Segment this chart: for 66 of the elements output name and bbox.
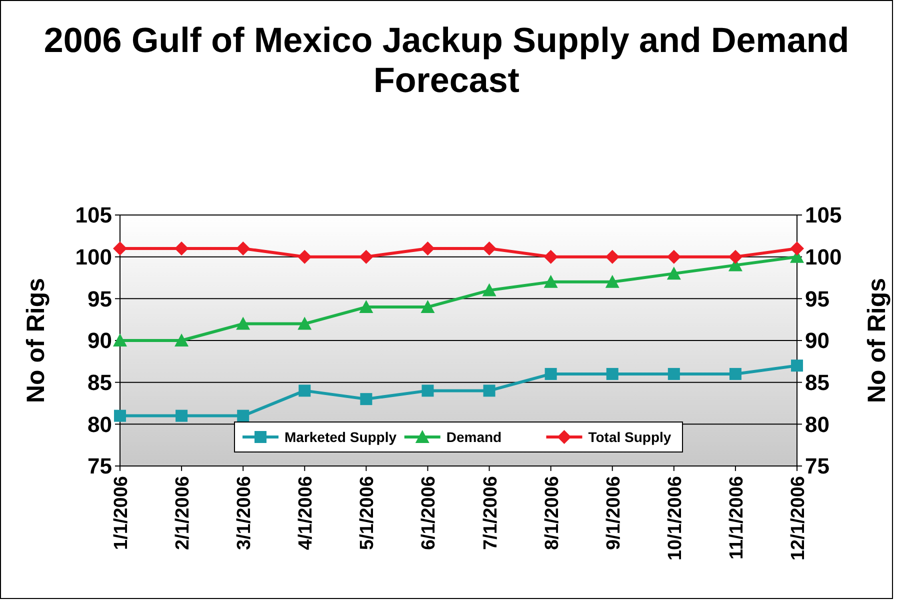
chart-title: 2006 Gulf of Mexico Jackup Supply and Demand Forecast <box>44 21 850 100</box>
point <box>668 368 680 380</box>
point <box>666 266 681 280</box>
point <box>176 410 188 422</box>
x-tick-label: 11/1/2006 <box>726 476 748 560</box>
x-tick-label: 12/1/2006 <box>788 476 809 561</box>
y2-tick-label: 90 <box>805 328 830 354</box>
point <box>790 241 804 256</box>
y2-tick-label: 100 <box>805 244 842 270</box>
y2-tick-label: 95 <box>805 286 830 312</box>
y-tick-label: 85 <box>88 370 112 396</box>
y2-axis-title: No of Rigs <box>863 278 891 403</box>
legend-label: Demand <box>446 428 502 445</box>
y2-tick-label: 85 <box>805 370 830 396</box>
point <box>298 384 311 397</box>
point <box>482 283 496 296</box>
point <box>544 274 558 288</box>
y-tick-label: 100 <box>75 244 112 270</box>
point <box>359 300 374 314</box>
x-tick-label: 1/1/2006 <box>111 476 132 550</box>
point <box>298 316 312 330</box>
point <box>729 368 742 380</box>
point <box>483 384 496 397</box>
point <box>114 410 126 422</box>
y-tick-label: 80 <box>88 412 112 437</box>
x-tick-label: 9/1/2006 <box>603 476 624 550</box>
point <box>237 410 250 422</box>
x-tick-label: 4/1/2006 <box>296 476 317 550</box>
point <box>544 368 557 380</box>
point <box>236 241 250 256</box>
x-tick-label: 6/1/2006 <box>418 476 440 550</box>
y-tick-label: 90 <box>88 328 112 354</box>
legend-label: Total Supply <box>588 428 672 445</box>
point <box>728 250 742 264</box>
point <box>113 334 127 346</box>
point <box>666 250 681 264</box>
point <box>482 241 496 256</box>
x-tick-label: 2/1/2006 <box>172 476 194 550</box>
y2-tick-label: 105 <box>805 202 842 228</box>
point <box>174 334 189 346</box>
x-tick-label: 3/1/2006 <box>234 476 256 550</box>
point <box>298 250 312 264</box>
point <box>605 250 620 264</box>
point <box>791 360 803 372</box>
x-tick-label: 7/1/2006 <box>480 476 502 550</box>
point <box>544 250 558 264</box>
point <box>606 368 618 380</box>
y-tick-label: 75 <box>88 454 112 479</box>
y-axis-title: No of Rigs <box>22 278 50 403</box>
point <box>422 384 434 397</box>
y-tick-label: 105 <box>75 202 112 228</box>
x-tick-label: 5/1/2006 <box>357 476 378 550</box>
y2-tick-label: 75 <box>805 454 830 479</box>
point <box>605 274 620 288</box>
legend-label: Marketed Supply <box>284 428 397 445</box>
point <box>236 316 250 330</box>
point <box>420 300 435 314</box>
y2-tick-label: 80 <box>805 412 830 437</box>
x-tick-label: 10/1/2006 <box>664 476 686 561</box>
y-tick-label: 95 <box>88 286 112 312</box>
point <box>420 241 435 256</box>
x-tick-label: 8/1/2006 <box>542 476 563 550</box>
point <box>113 241 127 256</box>
point <box>174 241 189 256</box>
point <box>360 393 372 406</box>
point <box>359 250 374 264</box>
